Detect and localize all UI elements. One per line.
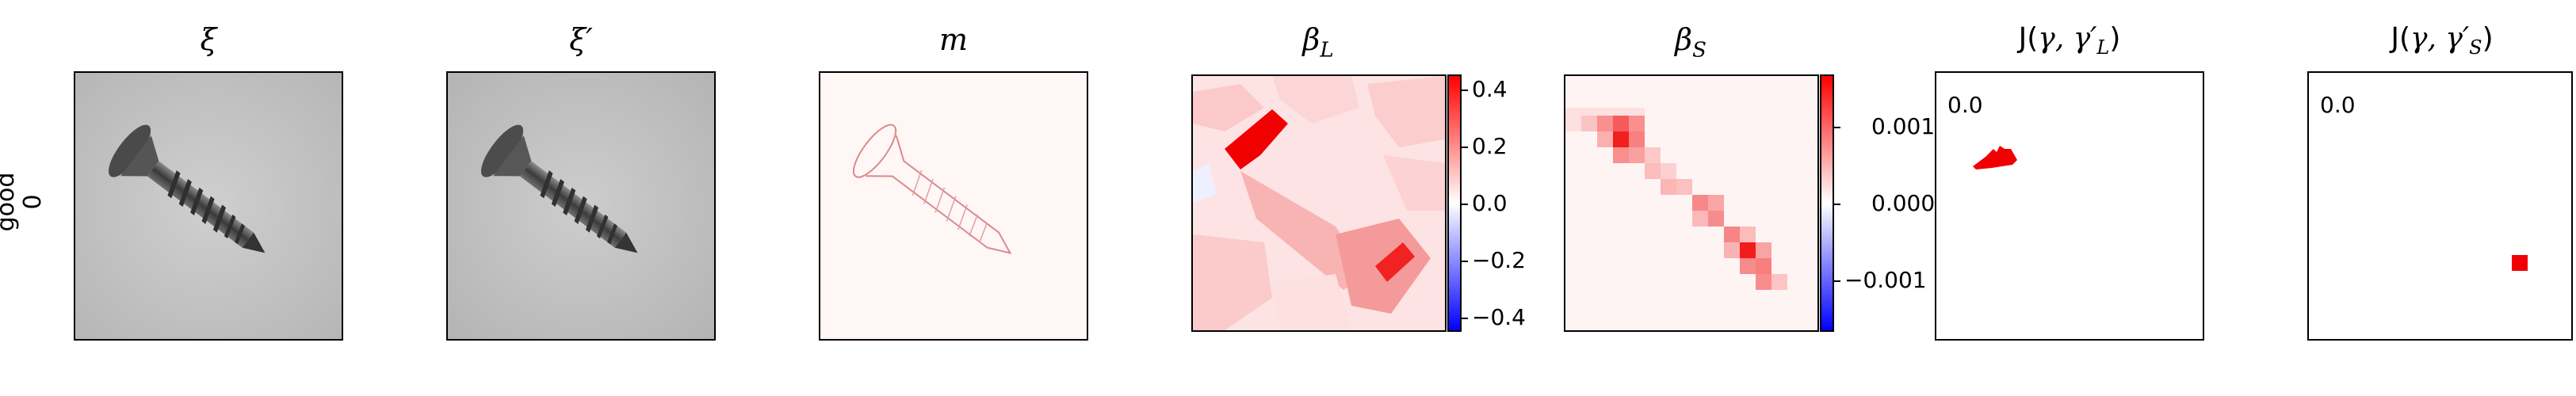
colorbar-tick [1833,204,1840,205]
colorbar-tick-label: −0.4 [1472,304,1526,330]
row-label: good 0 [0,154,48,249]
heatmap-panel-beta-l [1191,74,1447,332]
panel-title-j-l: J(γ, γ′L) [2018,22,2121,59]
colorbar-tick [1461,89,1468,91]
colorbar-beta-l [1447,74,1462,332]
row-label-line2: 0 [19,194,47,210]
screw-photo [75,73,342,339]
row-label-line1: good [0,172,20,232]
panel-title-xi: ξ [200,22,217,57]
image-panel-j-l: 0.0 [1935,71,2204,341]
panel-title-m: m [938,22,969,57]
panel-title-beta-s: βS [1675,22,1707,63]
colorbar-tick [1461,318,1468,319]
panel-title-xi-prime: ξ′ [569,22,593,57]
panel-title-j-s: J(γ, γ′S) [2391,22,2494,59]
colorbar-tick-label: −0.2 [1472,247,1526,273]
colorbar-tick [1833,127,1840,128]
colorbar-tick-label: 0.2 [1472,133,1508,159]
colorbar-tick-label: 0.000 [1871,190,1936,216]
colorbar-tick-label: 0.4 [1472,76,1508,102]
colorbar-tick-label: 0.001 [1871,113,1936,139]
image-panel-xi-prime [446,71,716,341]
beta-l-heatmap [1193,76,1445,330]
colorbar-beta-s [1820,74,1834,332]
image-panel-xi [74,71,343,341]
colorbar-tick [1461,147,1468,148]
image-panel-m [819,71,1088,341]
image-panel-j-s: 0.0 [2307,71,2573,341]
colorbar-tick-label: 0.0 [1472,190,1508,216]
colorbar-tick [1461,261,1468,262]
jaccard-mask-l [1973,146,2017,169]
jaccard-mask-s [2512,255,2528,271]
colorbar-tick [1461,204,1468,205]
heatmap-panel-beta-s [1564,74,1819,332]
screw-photo-reconstructed [448,73,714,339]
beta-s-heatmap [1565,76,1817,330]
panel-title-beta-l: βL [1302,22,1334,63]
colorbar-tick-label: −0.001 [1844,267,1927,293]
jaccard-value: 0.0 [1947,92,1983,118]
mask-map [820,73,1087,339]
jaccard-value: 0.0 [2320,92,2356,118]
colorbar-tick [1833,280,1840,282]
